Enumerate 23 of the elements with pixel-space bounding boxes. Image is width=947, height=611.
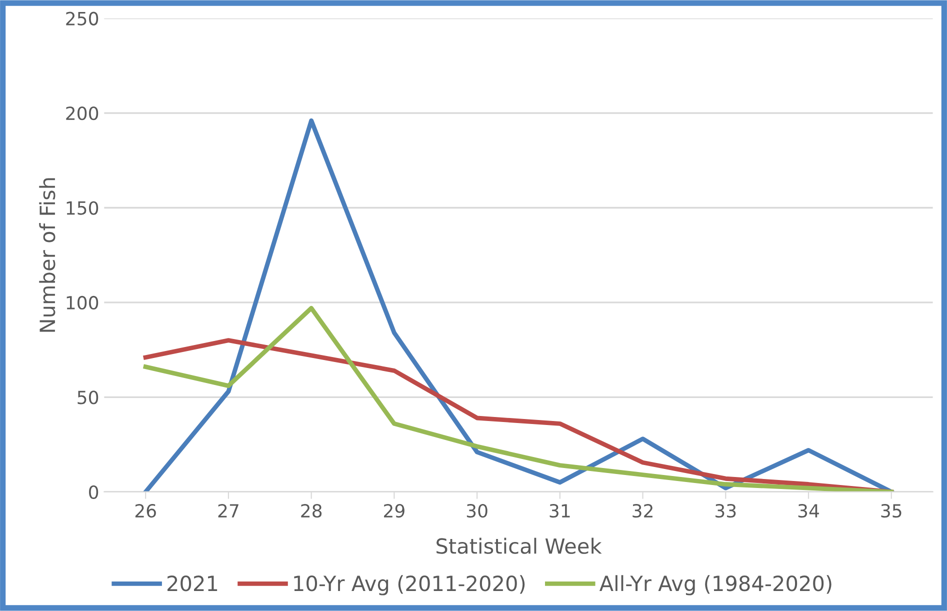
- x-axis-title: Statistical Week: [436, 538, 602, 554]
- line-series: [143, 306, 894, 492]
- x-tick-label: 27: [218, 504, 238, 518]
- legend-label: 2021: [168, 576, 218, 592]
- x-tick-label: 35: [881, 504, 902, 518]
- y-tick-label: 200: [66, 106, 98, 120]
- y-tick-label: 150: [66, 201, 98, 215]
- y-tick-label: 0: [89, 485, 98, 499]
- x-tick-label: 33: [716, 504, 736, 518]
- legend-label: 10-Yr Avg (2011-2020): [294, 575, 525, 596]
- x-tick-label: 29: [384, 504, 404, 518]
- y-tick-label: 50: [78, 390, 98, 404]
- x-tick-label: 32: [632, 504, 652, 518]
- y-tick-label: 100: [66, 296, 98, 310]
- y-tick-label: 250: [66, 12, 98, 26]
- line-series: [143, 118, 894, 492]
- x-tick-label: 28: [301, 504, 322, 518]
- x-tick-label: 31: [550, 504, 570, 518]
- x-tick-label: 26: [135, 504, 156, 518]
- x-tick-label: 30: [466, 504, 488, 518]
- x-tick-label: 34: [798, 504, 819, 518]
- legend-label: All-Yr Avg (1984-2020): [599, 575, 832, 596]
- y-axis-title: Number of Fish: [39, 178, 56, 332]
